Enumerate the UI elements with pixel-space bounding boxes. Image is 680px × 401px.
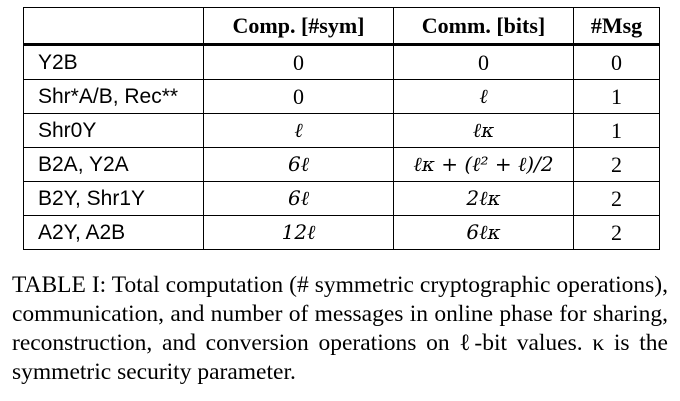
row-messages: 0: [573, 43, 660, 80]
row-communication: ℓκ: [393, 113, 574, 148]
row-computation: 0: [203, 79, 394, 114]
table-row: Shr0Y ℓ ℓκ 1: [23, 113, 660, 148]
row-computation: 0: [203, 43, 394, 80]
table-caption: TABLE I: Total computation (# symmetric …: [12, 272, 668, 385]
row-messages: 2: [573, 147, 660, 182]
row-operation: Y2B: [23, 43, 204, 80]
table-header-row: Comp. [#sym] Comm. [bits] #Msg: [23, 7, 660, 45]
row-operation: B2Y, Shr1Y: [23, 181, 204, 216]
row-computation: 6ℓ: [203, 147, 394, 182]
header-communication: Comm. [bits]: [393, 7, 574, 45]
row-computation: 6ℓ: [203, 181, 394, 216]
row-messages: 2: [573, 215, 660, 250]
row-communication: 6ℓκ: [393, 215, 574, 250]
row-operation: Shr*A/B, Rec**: [23, 79, 204, 114]
results-table-container: Comp. [#sym] Comm. [bits] #Msg Y2B 0 0 0…: [23, 7, 660, 250]
row-computation: ℓ: [203, 113, 394, 148]
row-operation: B2A, Y2A: [23, 147, 204, 182]
table-row: A2Y, A2B 12ℓ 6ℓκ 2: [23, 215, 660, 250]
row-messages: 2: [573, 181, 660, 216]
row-operation: Shr0Y: [23, 113, 204, 148]
header-messages: #Msg: [573, 7, 660, 45]
results-table: Comp. [#sym] Comm. [bits] #Msg Y2B 0 0 0…: [23, 7, 660, 250]
header-operation: [23, 7, 204, 45]
row-operation: A2Y, A2B: [23, 215, 204, 250]
table-row: Shr*A/B, Rec** 0 ℓ 1: [23, 79, 660, 114]
row-communication: 2ℓκ: [393, 181, 574, 216]
row-messages: 1: [573, 113, 660, 148]
row-communication: 0: [393, 43, 574, 80]
row-messages: 1: [573, 79, 660, 114]
row-computation: 12ℓ: [203, 215, 394, 250]
header-computation: Comp. [#sym]: [203, 7, 394, 45]
row-communication: ℓ: [393, 79, 574, 114]
row-communication: ℓκ + (ℓ² + ℓ)/2: [393, 147, 574, 182]
table-row: B2Y, Shr1Y 6ℓ 2ℓκ 2: [23, 181, 660, 216]
table-row: Y2B 0 0 0: [23, 43, 660, 80]
table-row: B2A, Y2A 6ℓ ℓκ + (ℓ² + ℓ)/2 2: [23, 147, 660, 182]
